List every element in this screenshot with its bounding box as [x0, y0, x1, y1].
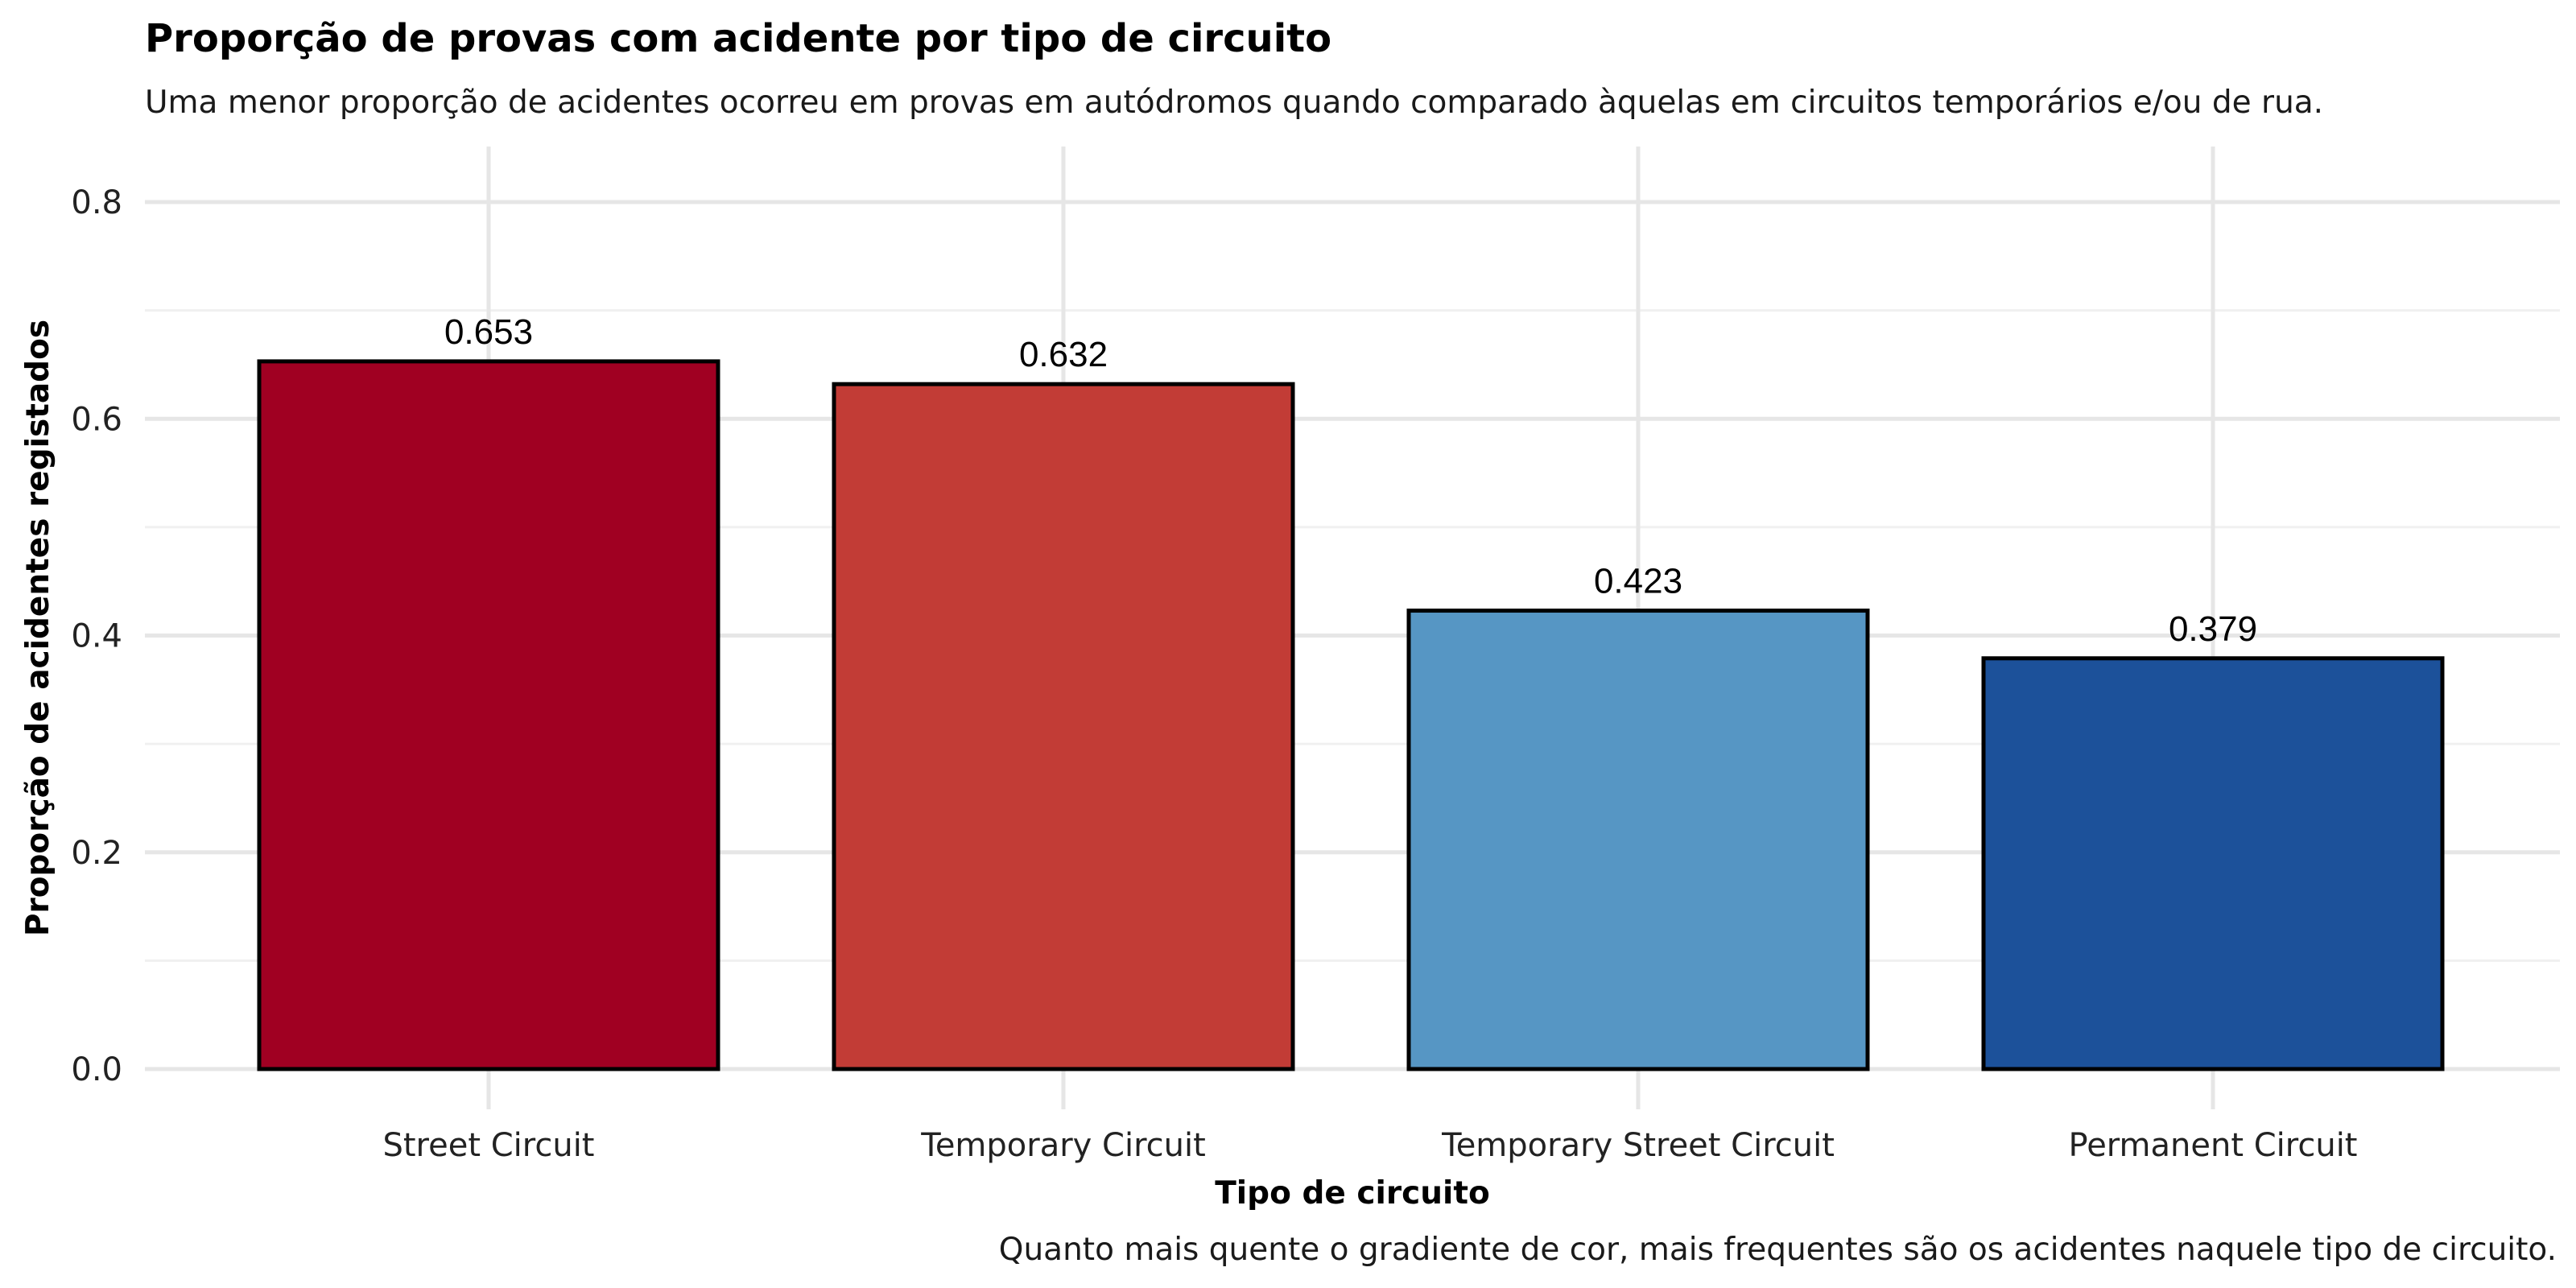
- bar-permanent-circuit: [1981, 656, 2445, 1071]
- chart-subtitle: Uma menor proporção de acidentes ocorreu…: [145, 85, 2323, 121]
- x-tick-label: Temporary Circuit: [920, 1127, 1206, 1164]
- bar-temporary-circuit: [832, 382, 1295, 1071]
- data-label: 0.379: [2169, 609, 2257, 649]
- x-tick-label: Street Circuit: [382, 1127, 594, 1164]
- y-tick-label: 0.8: [71, 184, 122, 221]
- y-tick-label: 0.2: [71, 835, 122, 872]
- x-tick-label: Temporary Street Circuit: [1441, 1127, 1835, 1164]
- chart-caption: Quanto mais quente o gradiente de cor, m…: [999, 1232, 2557, 1268]
- x-axis-title: Tipo de circuito: [1215, 1175, 1490, 1212]
- chart-title: Proporção de provas com acidente por tip…: [145, 16, 1331, 61]
- y-axis-title: Proporção de acidentes registados: [20, 320, 56, 936]
- y-tick-label: 0.4: [71, 618, 122, 655]
- data-label: 0.423: [1594, 562, 1682, 601]
- bars-layer: [257, 359, 2445, 1071]
- bar-street-circuit: [257, 359, 720, 1071]
- labels-layer: 0.653 0.632 0.423 0.379: [444, 312, 2257, 649]
- y-tick-label: 0.6: [71, 401, 122, 438]
- y-tick-label: 0.0: [71, 1051, 122, 1088]
- y-axis-ticks: 0.0 0.2 0.4 0.6 0.8: [71, 184, 122, 1088]
- x-axis-ticks: Street Circuit Temporary Circuit Temporary…: [382, 1127, 2357, 1164]
- bar-temporary-street-circuit: [1406, 609, 1870, 1071]
- x-tick-label: Permanent Circuit: [2069, 1127, 2358, 1164]
- data-label: 0.653: [444, 312, 533, 352]
- data-label: 0.632: [1019, 335, 1108, 374]
